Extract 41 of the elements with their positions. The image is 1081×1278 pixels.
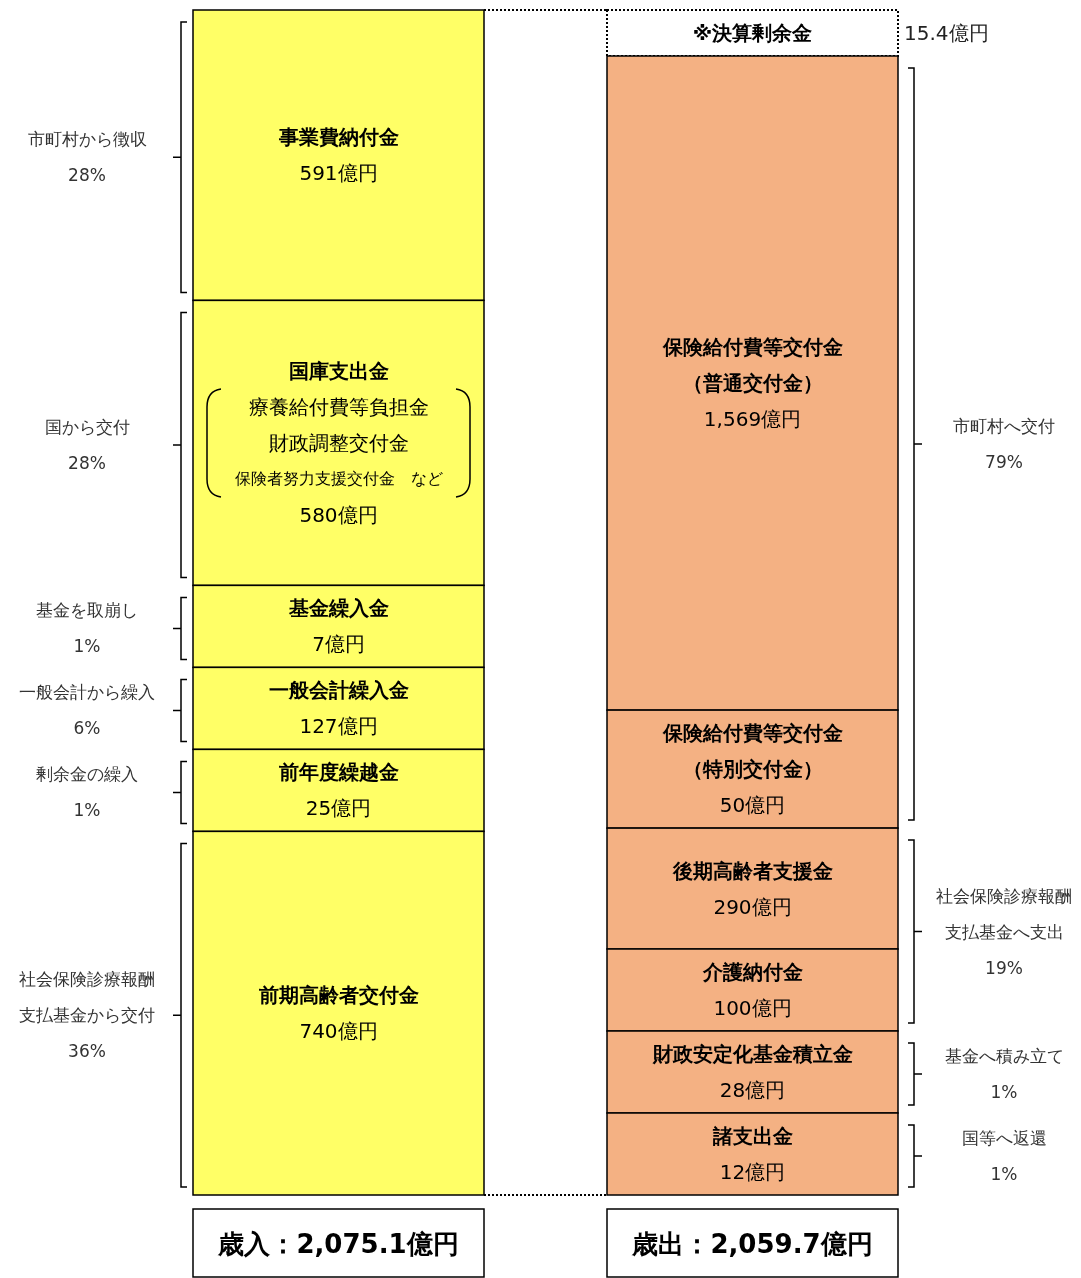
text: 市町村から徴収 28% bbox=[27, 129, 147, 186]
data-label: 15.4億円 bbox=[904, 21, 989, 45]
text: ※決算剰余金 bbox=[692, 21, 813, 45]
category-label: 歳入：2,075.1億円 bbox=[217, 1229, 459, 1259]
series-label: 諸支出金 bbox=[711, 1124, 793, 1148]
data-label: 591億円 bbox=[299, 161, 378, 186]
series-label: 保険給付費等交付金（特別交付金） bbox=[661, 721, 843, 782]
series-label: 国庫支出金 bbox=[288, 358, 389, 383]
data-label: 290億円 bbox=[713, 894, 792, 919]
text: 社会保険診療報酬支払基金へ支出 19% bbox=[936, 885, 1072, 978]
series-label: 後期高齢者支援金 bbox=[671, 858, 833, 883]
text: 国から交付 28% bbox=[44, 416, 130, 473]
data-label: 25億円 bbox=[305, 796, 372, 821]
series-label: 財政安定化基金積立金 bbox=[651, 1042, 853, 1066]
text: 剰余金の繰入 1% bbox=[36, 764, 138, 821]
series-label: 一般会計繰入金 bbox=[268, 678, 409, 703]
data-label: 7億円 bbox=[312, 632, 365, 657]
text: 国等へ返還 1% bbox=[961, 1128, 1047, 1184]
text: 市町村へ交付 79% bbox=[953, 416, 1055, 473]
text: 社会保険診療報酬支払基金から交付 36% bbox=[19, 969, 155, 1062]
series-label: 基金繰入金 bbox=[287, 596, 389, 621]
text: 一般会計から繰入 6% bbox=[19, 682, 155, 739]
series-label: 保険給付費等交付金（普通交付金） bbox=[661, 335, 843, 396]
series-label: 事業費納付金 bbox=[277, 125, 399, 150]
data-label: 1,569億円 bbox=[703, 407, 802, 432]
series-label: 介護納付金 bbox=[701, 960, 803, 984]
data-label: 127億円 bbox=[299, 714, 378, 739]
data-label: 28億円 bbox=[719, 1078, 786, 1102]
text: 保険者努力支援交付金 など bbox=[234, 469, 443, 489]
category-label: 歳出：2,059.7億円 bbox=[631, 1229, 873, 1259]
series-label: 前期高齢者交付金 bbox=[257, 983, 419, 1008]
text: 基金へ積み立て 1% bbox=[944, 1046, 1064, 1102]
text: 財政調整交付金 bbox=[268, 430, 409, 455]
data-label: 12億円 bbox=[719, 1160, 786, 1184]
series-label: 前年度繰越金 bbox=[277, 760, 399, 785]
data-label: 100億円 bbox=[713, 996, 792, 1020]
data-label: 580億円 bbox=[299, 502, 378, 527]
text: 基金を取崩し 1% bbox=[36, 600, 138, 657]
data-label: 740億円 bbox=[299, 1019, 378, 1044]
text: 療養給付費等負担金 bbox=[248, 394, 429, 419]
data-label: 50億円 bbox=[719, 793, 786, 818]
